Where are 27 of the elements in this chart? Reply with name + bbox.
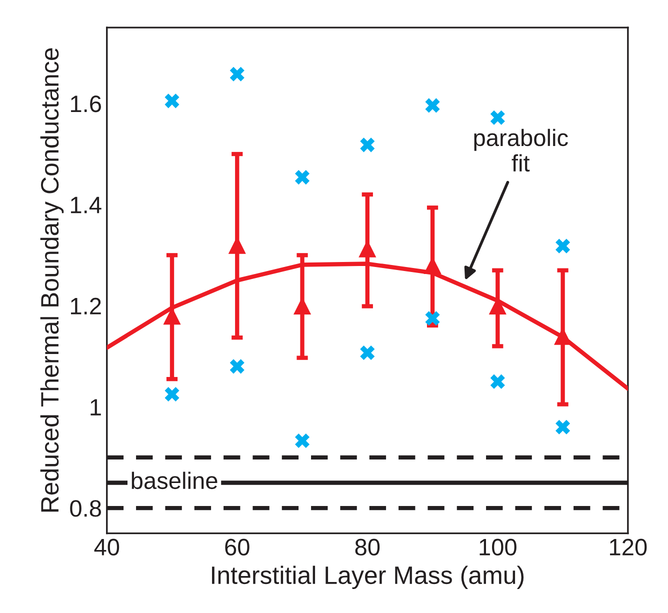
y-axis-title: Reduced Thermal Boundary Conductance xyxy=(40,48,64,512)
point xyxy=(490,374,505,389)
point xyxy=(164,386,180,402)
point xyxy=(556,238,570,254)
y-tick-label: 1.4 xyxy=(71,196,102,214)
annotation: parabolic fit xyxy=(474,128,568,172)
x-tick-label: 100 xyxy=(480,538,516,556)
point xyxy=(360,345,375,360)
y-tick-label: 1.2 xyxy=(71,298,101,314)
point xyxy=(294,170,310,185)
point xyxy=(230,66,244,82)
point xyxy=(294,433,310,448)
point xyxy=(230,359,244,374)
x-axis-title: Interstitial Layer Mass (amu) xyxy=(212,566,524,590)
point xyxy=(425,98,440,113)
ref-line-label: baseline xyxy=(132,472,218,490)
x-tick-label: 80 xyxy=(355,538,380,556)
x-tick-label: 120 xyxy=(610,538,647,556)
point xyxy=(164,94,180,108)
x-tick-label: 60 xyxy=(225,538,250,556)
y-tick-label: 0.8 xyxy=(70,500,101,517)
x-tick-label: 40 xyxy=(94,538,120,556)
point xyxy=(360,138,375,152)
point xyxy=(556,420,570,434)
y-tick-label: 1.6 xyxy=(71,96,101,112)
y-tick-label: 1 xyxy=(90,399,101,416)
point xyxy=(490,110,505,125)
